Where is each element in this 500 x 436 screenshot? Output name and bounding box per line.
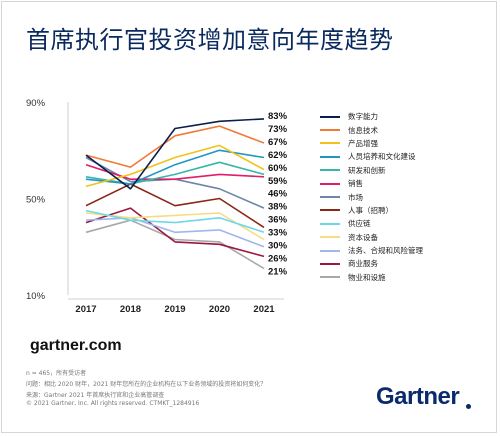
brand-url[interactable]: gartner.com (30, 337, 122, 354)
footnote-sample: n = 465，所有受访者 (26, 370, 87, 377)
legend-swatch (320, 276, 340, 279)
end-value-label: 83% (268, 111, 288, 122)
legend-label: 物业和设施 (348, 272, 386, 282)
legend-label: 研发和创新 (348, 165, 386, 175)
y-tick-label: 10% (26, 291, 46, 302)
legend-item: 人员培养和文化建设 (320, 150, 490, 163)
series-line (85, 219, 265, 270)
legend-label: 数字能力 (348, 112, 378, 122)
end-value-label: 59% (268, 176, 288, 187)
legend-swatch (320, 155, 340, 158)
page-title: 首席执行官投资增加意向年度趋势 (26, 26, 394, 54)
end-value-label: 73% (268, 124, 288, 135)
legend-item: 产品增强 (320, 137, 490, 150)
legend-label: 销售 (348, 179, 363, 189)
gartner-logo-dot (466, 404, 471, 409)
legend-swatch (320, 129, 340, 132)
series-line (85, 183, 265, 229)
end-value-label: 46% (268, 189, 288, 200)
series-line (85, 217, 265, 248)
legend-item: 市场 (320, 190, 490, 203)
legend-item: 供应链 (320, 217, 490, 230)
end-value-label: 21% (268, 266, 288, 277)
series-line (85, 207, 265, 258)
legend-swatch (320, 182, 340, 185)
legend-swatch (320, 196, 340, 199)
legend-item: 法务、合规和风险管理 (320, 244, 490, 257)
legend-label: 人事（招聘） (348, 205, 393, 215)
legend-item: 信息技术 (320, 123, 490, 136)
series-line (85, 144, 265, 188)
legend-item: 资本设备 (320, 231, 490, 244)
x-tick-label: 2017 (75, 304, 96, 315)
footnote-copyright: © 2021 Gartner, Inc. All rights reserved… (26, 400, 200, 407)
legend-label: 资本设备 (348, 232, 378, 242)
end-value-label: 30% (268, 241, 288, 252)
legend-item: 数字能力 (320, 110, 490, 123)
legend-swatch (320, 262, 340, 265)
end-value-label: 38% (268, 202, 288, 213)
legend-swatch (320, 222, 340, 225)
legend-label: 市场 (348, 192, 363, 202)
x-tick-label: 2020 (209, 304, 230, 315)
series-line (85, 163, 265, 180)
series-line (85, 118, 265, 190)
legend-swatch (320, 236, 340, 239)
series-line (85, 209, 265, 234)
legend-label: 法务、合规和风险管理 (348, 246, 423, 256)
legend-item: 商业服务 (320, 257, 490, 270)
legend-label: 人员培养和文化建设 (348, 152, 416, 162)
legend-label: 商业服务 (348, 259, 378, 269)
end-value-label: 60% (268, 163, 288, 174)
legend-label: 产品增强 (348, 138, 378, 148)
legend-swatch (320, 169, 340, 172)
legend-item: 人事（招聘） (320, 204, 490, 217)
legend-swatch (320, 142, 340, 145)
end-value-label: 33% (268, 228, 288, 239)
footnote-source: 来源：Gartner 2021 年首席执行官和企业高管调查 (26, 392, 165, 399)
legend-item: 销售 (320, 177, 490, 190)
end-value-label: 62% (268, 150, 288, 161)
end-value-label: 26% (268, 253, 288, 264)
legend-label: 信息技术 (348, 125, 378, 135)
y-tick-label: 50% (26, 195, 46, 206)
end-value-label: 36% (268, 215, 288, 226)
legend-label: 供应链 (348, 219, 371, 229)
footnote-question: 问题：相比 2020 财年，2021 财年您所在的企业机构在以下业务领域的投资将… (26, 381, 267, 388)
y-tick-label: 90% (26, 98, 46, 109)
x-tick-label: 2018 (120, 304, 141, 315)
legend-swatch (320, 115, 340, 118)
legend-swatch (320, 209, 340, 212)
series-line (85, 125, 265, 168)
chart-legend: 数字能力信息技术产品增强人员培养和文化建设 研发和创新销售市场人事（招聘） 供应链资… (320, 110, 490, 284)
gartner-logo: Gartner (376, 383, 460, 410)
end-value-label: 67% (268, 137, 288, 148)
x-tick-label: 2021 (253, 304, 275, 315)
legend-item: 研发和创新 (320, 164, 490, 177)
legend-item: 物业和设施 (320, 271, 490, 284)
x-tick-label: 2019 (164, 304, 185, 315)
legend-swatch (320, 249, 340, 252)
